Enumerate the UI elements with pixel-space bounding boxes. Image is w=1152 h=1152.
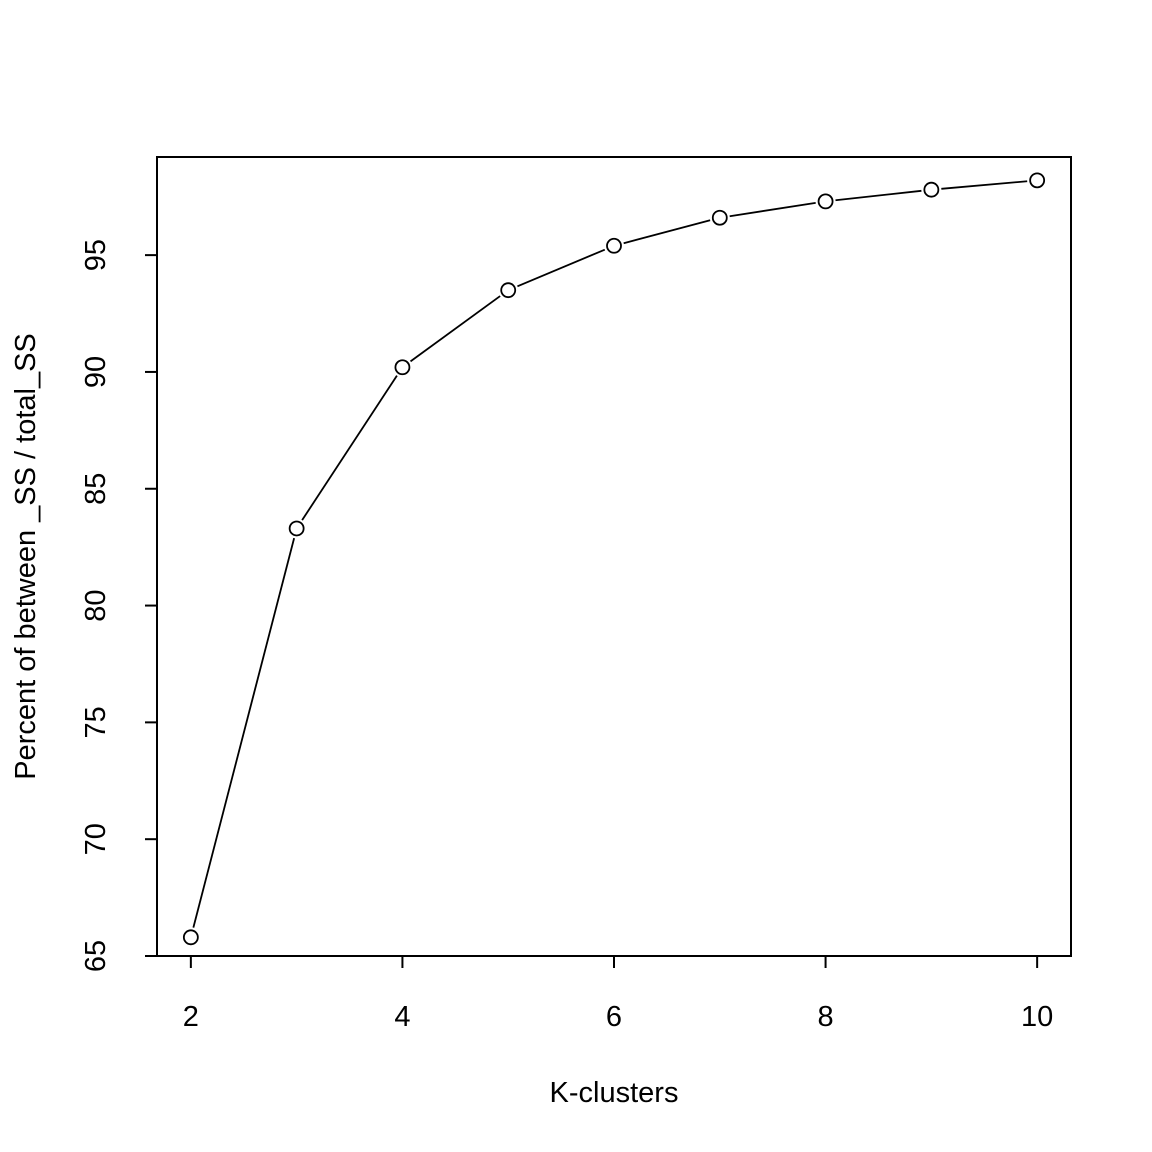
series-line-segment bbox=[941, 180, 1028, 190]
x-tick-label: 10 bbox=[1021, 1001, 1053, 1033]
series-line-segment bbox=[409, 295, 501, 363]
y-tick-label: 75 bbox=[80, 706, 112, 738]
series-line-segment bbox=[623, 219, 711, 245]
series-line-segment bbox=[835, 189, 922, 202]
data-point bbox=[817, 193, 834, 210]
data-point bbox=[1029, 172, 1046, 189]
x-tick-label: 2 bbox=[183, 1001, 199, 1033]
series-layer bbox=[182, 172, 1046, 946]
data-point bbox=[500, 282, 517, 299]
y-tick-label: 90 bbox=[80, 356, 112, 388]
y-tick-label: 95 bbox=[80, 239, 112, 271]
y-axis: 65 70 75 80 85 90 95 bbox=[80, 239, 158, 972]
x-tick-label: 6 bbox=[606, 1001, 622, 1033]
x-tick-label: 8 bbox=[818, 1001, 834, 1033]
y-axis-label: Percent of between _SS / total_SS bbox=[10, 333, 42, 780]
series-line-segment bbox=[729, 202, 816, 218]
y-tick-label: 85 bbox=[80, 473, 112, 505]
x-tick-label: 4 bbox=[394, 1001, 410, 1033]
series-line-segment bbox=[192, 537, 296, 928]
plot-frame bbox=[156, 156, 1072, 957]
data-point bbox=[923, 181, 940, 198]
series-line-segment bbox=[517, 248, 606, 288]
y-tick-label: 80 bbox=[80, 589, 112, 621]
data-point bbox=[288, 520, 305, 537]
y-tick-label: 65 bbox=[80, 940, 112, 972]
data-point bbox=[606, 237, 622, 254]
y-tick-label: 70 bbox=[80, 823, 112, 855]
data-point bbox=[394, 359, 411, 376]
x-axis-label: K-clusters bbox=[550, 1077, 679, 1109]
data-point bbox=[182, 929, 199, 946]
x-axis: 2 4 6 8 10 bbox=[183, 955, 1053, 1033]
series-line-segment bbox=[301, 375, 398, 521]
data-point bbox=[711, 209, 728, 226]
